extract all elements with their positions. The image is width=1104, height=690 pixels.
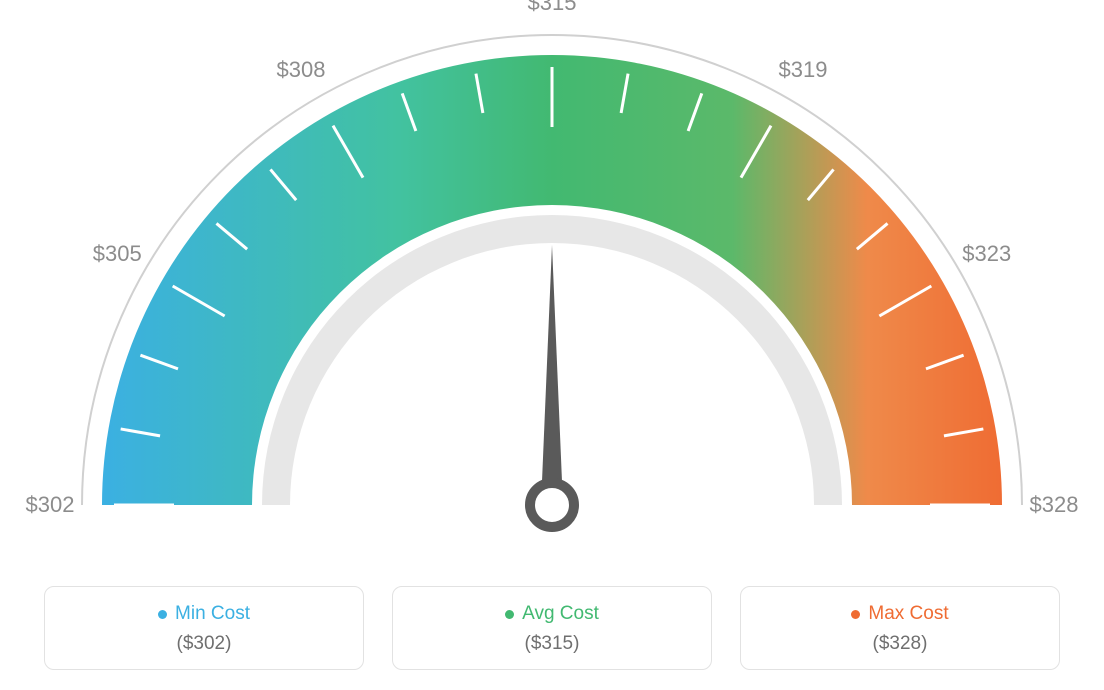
legend-value-avg: ($315) bbox=[413, 633, 691, 655]
legend-label-max: Max Cost bbox=[761, 603, 1039, 625]
gauge-tick-label: $328 bbox=[1030, 492, 1079, 518]
gauge-tick-label: $308 bbox=[277, 57, 326, 83]
legend-label-min-text: Min Cost bbox=[175, 603, 250, 625]
legend-value-max: ($328) bbox=[761, 633, 1039, 655]
gauge-tick-label: $323 bbox=[962, 241, 1011, 267]
dot-max-icon bbox=[851, 610, 860, 619]
legend-card-min: Min Cost ($302) bbox=[44, 586, 364, 670]
legend-card-avg: Avg Cost ($315) bbox=[392, 586, 712, 670]
legend-value-min: ($302) bbox=[65, 633, 343, 655]
gauge-tick-label: $315 bbox=[528, 0, 577, 16]
gauge-tick-label: $302 bbox=[26, 492, 75, 518]
legend-row: Min Cost ($302) Avg Cost ($315) Max Cost… bbox=[0, 586, 1104, 670]
gauge-tick-label: $319 bbox=[779, 57, 828, 83]
gauge-svg bbox=[0, 0, 1104, 560]
gauge-tick-label: $305 bbox=[93, 241, 142, 267]
legend-label-avg: Avg Cost bbox=[413, 603, 691, 625]
legend-label-min: Min Cost bbox=[65, 603, 343, 625]
legend-label-avg-text: Avg Cost bbox=[522, 603, 599, 625]
dot-min-icon bbox=[158, 610, 167, 619]
gauge-chart: $302 $305 $308 $315 $319 $323 $328 bbox=[0, 0, 1104, 560]
legend-card-max: Max Cost ($328) bbox=[740, 586, 1060, 670]
dot-avg-icon bbox=[505, 610, 514, 619]
cost-gauge-container: $302 $305 $308 $315 $319 $323 $328 Min Cost ($… bbox=[0, 0, 1104, 690]
legend-label-max-text: Max Cost bbox=[868, 603, 948, 625]
